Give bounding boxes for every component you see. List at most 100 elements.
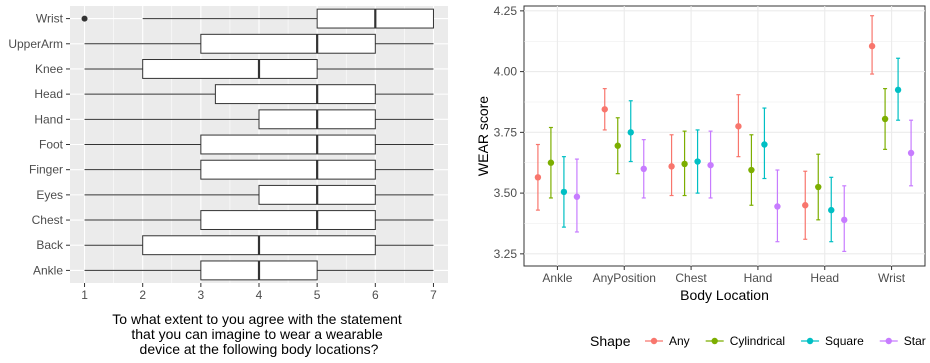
y-tick-label: Wrist <box>36 12 64 26</box>
boxplot-chart: Wrist UpperArm Knee Head Hand Foot Finger Eyes C… <box>8 6 448 357</box>
outlier-point <box>81 15 88 22</box>
mean-point <box>601 106 608 113</box>
mean-point <box>748 166 755 174</box>
mean-point <box>894 86 902 94</box>
legend-item-square: Square <box>801 334 864 348</box>
box-iqr <box>200 210 376 230</box>
errorbar-marks <box>534 15 915 253</box>
x-tick-label: Hand <box>744 271 773 285</box>
legend-label: Star <box>904 334 926 348</box>
mean-point <box>774 203 781 210</box>
mean-point <box>881 115 889 123</box>
boxplot-x-tick-labels: 1 2 3 4 5 6 7 <box>81 283 437 302</box>
mean-point <box>868 42 876 50</box>
errorbar-y-axis-title: WEAR score <box>475 96 491 176</box>
boxplot-y-tick-labels: Wrist UpperArm Knee Head Hand Foot Finger Eyes C… <box>8 12 70 277</box>
y-tick-label: Finger <box>29 163 63 177</box>
x-tick-label: 6 <box>372 288 379 302</box>
x-tick-label: Wrist <box>878 271 906 285</box>
mean-point <box>681 160 688 168</box>
box-iqr <box>200 134 376 155</box>
boxplot-x-axis-title-line-1: To what extent to you agree with the sta… <box>112 311 402 327</box>
errorbar-chart: 3.25 3.50 3.75 4.00 4.25 Ankle AnyPosition Che… <box>475 4 926 349</box>
y-tick-label: Foot <box>39 138 64 152</box>
mean-point <box>547 159 555 166</box>
x-tick-label: 5 <box>314 288 321 302</box>
errorbar-x-tick-labels: Ankle AnyPosition Chest Hand Head Wrist <box>542 266 906 285</box>
box-finger <box>84 159 434 180</box>
errorbar-panel-background <box>523 5 926 267</box>
box-knee <box>84 59 434 79</box>
legend-item-cylindrical: Cylindrical <box>705 334 785 348</box>
y-tick-label: Knee <box>35 62 63 76</box>
y-tick-label: 3.25 <box>494 247 518 261</box>
box-chest <box>84 210 434 230</box>
x-tick-label: 2 <box>139 288 146 302</box>
errorbar-x-axis-title: Body Location <box>680 287 769 303</box>
legend-key-point <box>885 337 892 345</box>
x-tick-label: AnyPosition <box>593 271 656 285</box>
legend-title: Shape <box>590 333 631 349</box>
series-square <box>560 57 902 243</box>
legend-key-point <box>806 337 814 345</box>
box-back <box>84 235 434 256</box>
x-tick-label: 4 <box>256 288 263 302</box>
box-iqr <box>200 159 376 180</box>
mean-point <box>907 149 915 157</box>
mean-point <box>560 188 568 196</box>
x-tick-label: Ankle <box>542 271 572 285</box>
box-hand <box>84 109 434 130</box>
series-cylindrical <box>547 88 889 221</box>
x-tick-label: Chest <box>675 271 707 285</box>
boxplot-x-axis-title-line-2: that you can imagine to wear a wearable <box>131 326 383 342</box>
mean-point <box>640 165 647 173</box>
legend-item-star: Star <box>879 334 926 348</box>
y-tick-label: 4.00 <box>494 65 518 79</box>
legend-label: Cylindrical <box>730 334 785 348</box>
box-head <box>84 84 434 105</box>
boxplot-x-axis-title: To what extent to you agree with the sta… <box>112 311 405 357</box>
mean-point <box>841 216 848 224</box>
box-iqr <box>214 84 376 105</box>
box-iqr <box>200 33 376 54</box>
x-tick-label: 3 <box>198 288 205 302</box>
boxplot-boxes <box>81 8 434 281</box>
mean-point <box>573 193 581 200</box>
boxplot-x-axis-title-line-3: device at the following body locations? <box>140 341 379 357</box>
y-tick-label: Ankle <box>33 263 63 277</box>
mean-point <box>614 142 621 149</box>
legend-label: Square <box>825 334 864 348</box>
series-any <box>534 15 876 240</box>
y-tick-label: Head <box>34 87 63 101</box>
series-star <box>573 119 915 253</box>
y-tick-label: 4.25 <box>494 4 518 18</box>
mean-point <box>627 129 634 136</box>
errorbar-legend: Shape Any Cylindrical Square Star <box>590 333 926 349</box>
y-tick-label: UpperArm <box>8 37 63 51</box>
box-iqr <box>142 59 318 79</box>
y-tick-label: Chest <box>32 213 64 227</box>
mean-point <box>735 123 742 130</box>
mean-point <box>761 141 768 148</box>
x-tick-label: Head <box>810 271 839 285</box>
mean-point <box>534 174 542 181</box>
x-tick-label: 7 <box>430 288 437 302</box>
box-eyes <box>84 184 434 205</box>
errorbar-gridlines <box>524 6 925 266</box>
mean-point <box>815 183 822 191</box>
box-foot <box>84 134 434 155</box>
y-tick-label: Back <box>36 238 64 252</box>
mean-point <box>707 161 714 169</box>
box-upperarm <box>84 33 434 54</box>
x-tick-label: 1 <box>81 288 88 302</box>
legend-item-any: Any <box>645 334 690 348</box>
errorbar-y-tick-labels: 3.25 3.50 3.75 4.00 4.25 <box>494 4 524 261</box>
y-tick-label: Eyes <box>36 188 63 202</box>
legend-key-point <box>650 337 658 345</box>
mean-point <box>802 202 809 209</box>
y-tick-label: 3.75 <box>494 125 518 139</box>
mean-point <box>828 206 835 214</box>
legend-key-point <box>711 337 718 345</box>
legend-label: Any <box>669 334 690 348</box>
